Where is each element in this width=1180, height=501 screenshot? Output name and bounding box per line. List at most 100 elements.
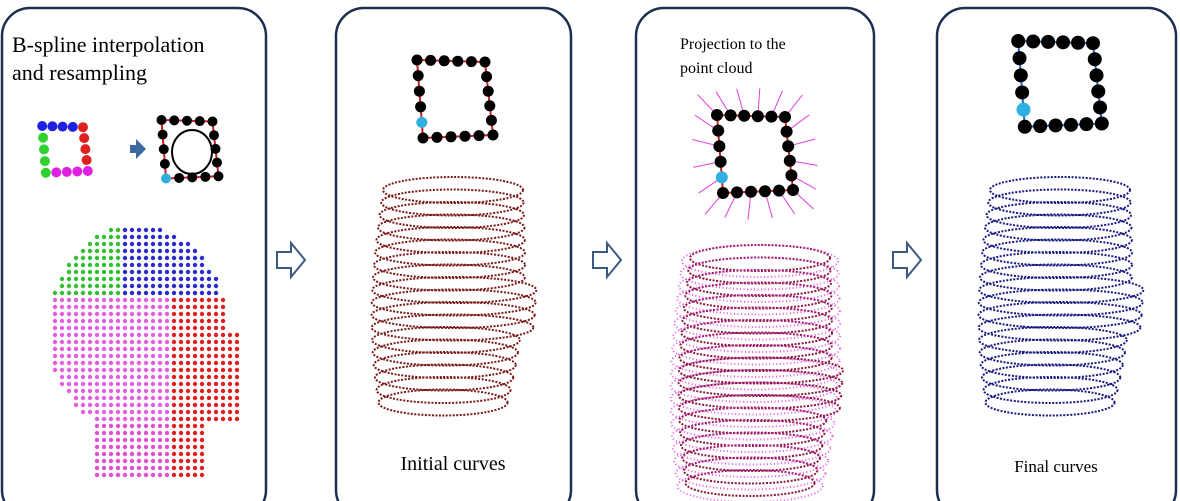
- panel-caption: Initial curves: [401, 453, 506, 475]
- cloud-point: [109, 396, 113, 400]
- cloud-point: [123, 270, 127, 274]
- sample-point: [715, 156, 727, 168]
- cloud-point: [123, 466, 127, 470]
- cloud-point: [116, 473, 120, 477]
- cloud-point: [200, 452, 204, 456]
- cloud-point: [95, 291, 99, 295]
- cloud-point: [137, 403, 141, 407]
- cloud-point: [165, 326, 169, 330]
- flow-arrow: [593, 243, 621, 277]
- cloud-point: [172, 473, 176, 477]
- cloud-point: [60, 305, 64, 309]
- cloud-point: [109, 445, 113, 449]
- cloud-point: [193, 277, 197, 281]
- sample-point: [182, 116, 192, 126]
- sample-point: [1090, 68, 1104, 82]
- cloud-point: [95, 298, 99, 302]
- cloud-point: [123, 242, 127, 246]
- cloud-point: [186, 417, 190, 421]
- cloud-point: [214, 403, 218, 407]
- cloud-point: [207, 319, 211, 323]
- cloud-point: [158, 242, 162, 246]
- sample-point: [1041, 35, 1055, 49]
- cloud-point: [186, 312, 190, 316]
- cloud-point: [95, 235, 99, 239]
- sample-point: [1093, 100, 1107, 114]
- cloud-point: [130, 249, 134, 253]
- sample-point: [1013, 51, 1027, 65]
- cloud-point: [193, 431, 197, 435]
- cloud-point: [186, 347, 190, 351]
- cloud-point: [116, 417, 120, 421]
- cloud-point: [158, 228, 162, 232]
- cloud-point: [123, 277, 127, 281]
- cloud-point: [186, 298, 190, 302]
- cloud-point: [88, 410, 92, 414]
- cloud-point: [130, 410, 134, 414]
- cloud-point: [74, 256, 78, 260]
- cloud-point: [74, 340, 78, 344]
- cloud-point: [123, 354, 127, 358]
- cloud-point: [207, 417, 211, 421]
- cloud-point: [88, 256, 92, 260]
- cloud-point: [109, 242, 113, 246]
- cloud-point: [165, 277, 169, 281]
- cloud-point: [151, 312, 155, 316]
- cloud-point: [193, 291, 197, 295]
- cloud-point: [81, 389, 85, 393]
- cloud-point: [228, 417, 232, 421]
- cloud-point: [95, 459, 99, 463]
- cloud-point: [67, 284, 71, 288]
- sample-point: [38, 133, 48, 143]
- cloud-point: [60, 326, 64, 330]
- cloud-point: [214, 298, 218, 302]
- cloud-point: [102, 249, 106, 253]
- cloud-point: [158, 354, 162, 358]
- cloud-point: [102, 375, 106, 379]
- cloud-point: [137, 235, 141, 239]
- cloud-point: [109, 466, 113, 470]
- cloud-point: [123, 284, 127, 288]
- cloud-point: [130, 242, 134, 246]
- cloud-point: [144, 263, 148, 267]
- cloud-point: [172, 347, 176, 351]
- cloud-point: [81, 298, 85, 302]
- cloud-point: [88, 368, 92, 372]
- cloud-point: [53, 340, 57, 344]
- cloud-point: [214, 389, 218, 393]
- sample-point: [483, 86, 494, 97]
- cloud-point: [109, 235, 113, 239]
- cloud-point: [193, 298, 197, 302]
- cloud-point: [109, 333, 113, 337]
- cloud-point: [193, 389, 197, 393]
- sample-point: [466, 56, 477, 67]
- cloud-point: [144, 403, 148, 407]
- cloud-point: [123, 263, 127, 267]
- cloud-point: [214, 354, 218, 358]
- cloud-point: [151, 389, 155, 393]
- cloud-point: [81, 291, 85, 295]
- cloud-point: [165, 340, 169, 344]
- cloud-point: [172, 389, 176, 393]
- cloud-point: [228, 361, 232, 365]
- cloud-point: [151, 452, 155, 456]
- cloud-point: [158, 445, 162, 449]
- cloud-point: [137, 256, 141, 260]
- cloud-point: [102, 431, 106, 435]
- cloud-point: [123, 249, 127, 253]
- cloud-point: [130, 228, 134, 232]
- cloud-point: [102, 263, 106, 267]
- cloud-point: [81, 305, 85, 309]
- cloud-point: [60, 291, 64, 295]
- cloud-point: [130, 466, 134, 470]
- cloud-point: [53, 312, 57, 316]
- cloud-point: [144, 340, 148, 344]
- cloud-point: [179, 466, 183, 470]
- cloud-point: [137, 452, 141, 456]
- cloud-point: [67, 333, 71, 337]
- sample-point: [62, 167, 72, 177]
- sample-point: [1026, 34, 1040, 48]
- cloud-point: [102, 284, 106, 288]
- cloud-point: [186, 242, 190, 246]
- cloud-point: [137, 445, 141, 449]
